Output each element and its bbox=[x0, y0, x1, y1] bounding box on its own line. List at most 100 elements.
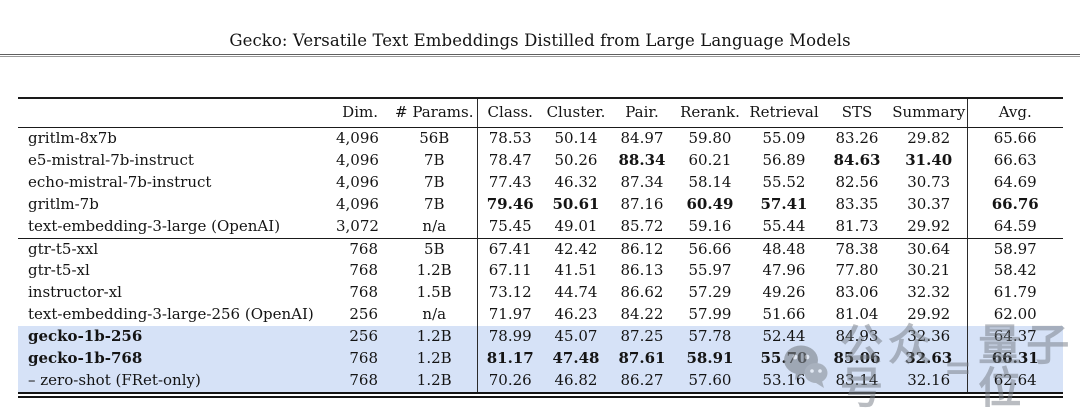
cell-retrieval: 57.41 bbox=[760, 194, 808, 213]
table-row: gecko-1b-768 768 1.2B 81.17 47.48 87.61 58.91 5… bbox=[18, 348, 1063, 370]
cell-cluster: 49.01 bbox=[554, 216, 598, 235]
cell-params: 7B bbox=[392, 193, 478, 216]
table-row: text-embedding-3-large (OpenAI) 3,072 n/a 7… bbox=[18, 215, 1063, 239]
cell-sts: 83.14 bbox=[823, 369, 891, 392]
cell-avg: 62.00 bbox=[993, 305, 1037, 324]
cell-pair: 86.62 bbox=[620, 283, 664, 302]
cell-pair: 86.27 bbox=[609, 369, 675, 392]
cell-summary: 30.37 bbox=[891, 193, 968, 216]
cell-summary: 32.36 bbox=[891, 326, 968, 349]
results-table: Dim. # Params. Class. Cluster. Pair. Rerank. R… bbox=[18, 97, 1063, 392]
table-row: gecko-1b-256 256 1.2B 78.99 45.07 87.25 57.78 5… bbox=[18, 326, 1063, 349]
title-divider bbox=[0, 54, 1080, 57]
cell-sts: 83.35 bbox=[835, 194, 879, 213]
cell-retrieval: 55.44 bbox=[762, 216, 806, 235]
results-table-wrap: Dim. # Params. Class. Cluster. Pair. Rerank. R… bbox=[18, 97, 1063, 398]
cell-class: 79.46 bbox=[486, 194, 534, 213]
cell-model: gritlm-8x7b bbox=[28, 129, 117, 147]
column-header-dim: Dim. bbox=[336, 98, 392, 128]
cell-cluster: 50.26 bbox=[554, 150, 598, 169]
cell-rerank: 57.60 bbox=[675, 369, 745, 392]
cell-avg: 64.69 bbox=[993, 172, 1037, 191]
cell-sts: 81.73 bbox=[835, 216, 879, 235]
cell-params: 1.2B bbox=[392, 369, 478, 392]
cell-class: 77.43 bbox=[488, 172, 532, 191]
cell-rerank: 55.97 bbox=[688, 261, 732, 280]
cell-summary: 30.73 bbox=[891, 171, 968, 194]
cell-class: 75.45 bbox=[488, 216, 532, 235]
cell-params: n/a bbox=[392, 215, 478, 239]
cell-avg: 62.64 bbox=[967, 369, 1063, 392]
cell-model: gtr-t5-xl bbox=[28, 261, 90, 280]
cell-summary: 30.64 bbox=[891, 237, 968, 261]
cell-avg: 64.37 bbox=[967, 326, 1063, 349]
cell-class: 78.99 bbox=[477, 326, 543, 349]
cell-cluster: 42.42 bbox=[543, 237, 609, 261]
cell-rerank: 57.99 bbox=[688, 305, 732, 324]
cell-dim: 768 bbox=[336, 369, 392, 392]
cell-avg: 65.66 bbox=[993, 129, 1037, 147]
cell-model: echo-mistral-7b-instruct bbox=[28, 172, 212, 191]
cell-rerank: 59.80 bbox=[688, 129, 732, 147]
column-header-params: # Params. bbox=[392, 98, 478, 128]
cell-retrieval: 51.66 bbox=[762, 305, 806, 324]
cell-pair: 88.34 bbox=[618, 150, 666, 169]
cell-class: 78.47 bbox=[488, 150, 532, 169]
column-header-summary: Summary bbox=[891, 98, 968, 128]
cell-dim: 768 bbox=[349, 283, 378, 302]
cell-sts: 83.26 bbox=[835, 129, 879, 147]
cell-model: – zero-shot (FRet-only) bbox=[18, 369, 336, 392]
cell-sts: 78.38 bbox=[823, 237, 891, 261]
cell-model: text-embedding-3-large (OpenAI) bbox=[28, 216, 281, 235]
cell-pair: 87.61 bbox=[609, 348, 675, 370]
table-row: gtr-t5-xxl 768 5B 67.41 42.42 86.12 56.66 48.48… bbox=[18, 237, 1063, 261]
cell-rerank: 58.14 bbox=[688, 172, 732, 191]
cell-cluster: 46.82 bbox=[543, 369, 609, 392]
cell-params: 7B bbox=[392, 171, 478, 194]
cell-pair: 87.34 bbox=[620, 172, 664, 191]
cell-class: 67.41 bbox=[477, 237, 543, 261]
cell-class: 78.53 bbox=[488, 129, 532, 147]
cell-avg: 66.63 bbox=[993, 150, 1037, 169]
cell-sts: 85.06 bbox=[823, 348, 891, 370]
table-header-row: Dim. # Params. Class. Cluster. Pair. Rerank. R… bbox=[18, 98, 1063, 128]
cell-dim: 3,072 bbox=[336, 216, 379, 235]
cell-dim: 4,096 bbox=[336, 172, 379, 191]
cell-avg: 58.42 bbox=[993, 261, 1037, 280]
cell-dim: 4,096 bbox=[336, 129, 379, 147]
cell-model: e5-mistral-7b-instruct bbox=[28, 150, 194, 169]
cell-model: gecko-1b-768 bbox=[18, 348, 336, 370]
cell-cluster: 50.14 bbox=[554, 129, 598, 147]
cell-sts: 77.80 bbox=[835, 261, 879, 280]
table-row: e5-mistral-7b-instruct 4,096 7B 78.47 50.26 8… bbox=[18, 149, 1063, 172]
table-row: – zero-shot (FRet-only) 768 1.2B 70.26 46.82… bbox=[18, 369, 1063, 392]
cell-avg: 64.59 bbox=[993, 216, 1037, 235]
cell-retrieval: 48.48 bbox=[745, 237, 823, 261]
cell-cluster: 41.51 bbox=[554, 261, 598, 280]
table-header: Dim. # Params. Class. Cluster. Pair. Rerank. R… bbox=[18, 98, 1063, 128]
cell-rerank: 59.16 bbox=[688, 216, 732, 235]
cell-model: gritlm-7b bbox=[28, 194, 99, 213]
cell-rerank: 58.91 bbox=[675, 348, 745, 370]
cell-retrieval: 47.96 bbox=[762, 261, 806, 280]
table-row: text-embedding-3-large-256 (OpenAI) 256 n/… bbox=[18, 304, 1063, 327]
column-header-class: Class. bbox=[477, 98, 543, 128]
cell-model: gecko-1b-256 bbox=[18, 326, 336, 349]
cell-params: 1.2B bbox=[392, 260, 478, 283]
cell-class: 71.97 bbox=[488, 305, 532, 324]
cell-summary: 30.21 bbox=[891, 260, 968, 283]
cell-params: 1.5B bbox=[392, 282, 478, 305]
column-header-model bbox=[18, 98, 336, 128]
table-bottom-rule bbox=[18, 391, 1063, 398]
cell-summary: 29.82 bbox=[891, 127, 968, 150]
table-row: gritlm-7b 4,096 7B 79.46 50.61 87.16 60.49 57.4… bbox=[18, 193, 1063, 216]
cell-model: text-embedding-3-large-256 (OpenAI) bbox=[28, 305, 314, 324]
cell-cluster: 44.74 bbox=[554, 283, 598, 302]
cell-pair: 87.25 bbox=[609, 326, 675, 349]
cell-rerank: 56.66 bbox=[675, 237, 745, 261]
cell-retrieval: 52.44 bbox=[745, 326, 823, 349]
cell-summary: 31.40 bbox=[891, 149, 968, 172]
column-header-pair: Pair. bbox=[609, 98, 675, 128]
cell-pair: 84.22 bbox=[620, 305, 664, 324]
cell-dim: 256 bbox=[349, 305, 378, 324]
